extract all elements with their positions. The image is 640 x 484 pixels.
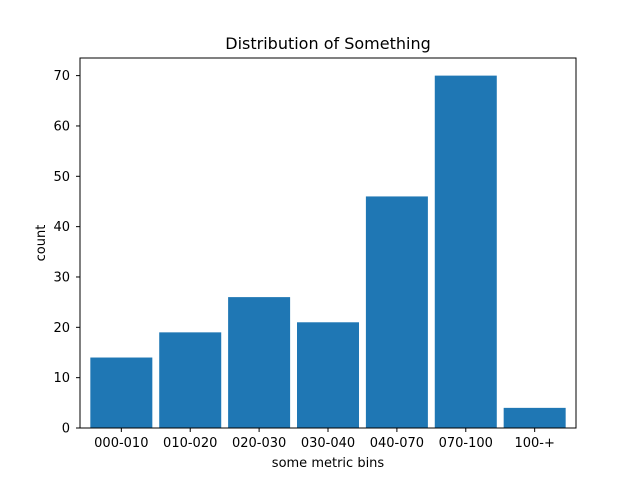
bar-070-100 <box>434 75 497 428</box>
bar-100-+ <box>503 407 566 428</box>
bar-030-040 <box>297 322 359 428</box>
x-tick-label: 070-100 <box>439 436 493 451</box>
x-axis-label: some metric bins <box>272 456 385 471</box>
x-tick-label: 000-010 <box>94 436 148 451</box>
y-tick-label: 40 <box>53 220 70 235</box>
bar-020-030 <box>228 297 291 428</box>
y-axis-ticks: 0 10 20 30 40 50 60 70 <box>53 69 80 437</box>
y-tick-label: 60 <box>53 119 70 134</box>
x-tick-label: 040-070 <box>370 436 424 451</box>
y-tick-label: 0 <box>62 422 70 437</box>
bar-000-010 <box>90 357 153 428</box>
x-tick-label: 020-030 <box>232 436 286 451</box>
y-tick-label: 30 <box>53 270 70 285</box>
y-tick-label: 70 <box>53 69 70 84</box>
x-axis-ticks: 000-010 010-020 020-030 030-040 040-070 070-1… <box>94 428 555 451</box>
x-tick-label: 100-+ <box>514 436 554 451</box>
chart-title: Distribution of Something <box>225 34 430 53</box>
y-tick-label: 10 <box>53 371 70 386</box>
bar-040-070 <box>365 196 428 428</box>
y-tick-label: 20 <box>53 321 70 336</box>
y-axis-label: count <box>34 225 49 262</box>
y-tick-label: 50 <box>53 170 70 185</box>
x-tick-label: 030-040 <box>301 436 355 451</box>
x-tick-label: 010-020 <box>163 436 217 451</box>
bar-010-020 <box>159 332 222 428</box>
bars-group <box>90 75 566 428</box>
